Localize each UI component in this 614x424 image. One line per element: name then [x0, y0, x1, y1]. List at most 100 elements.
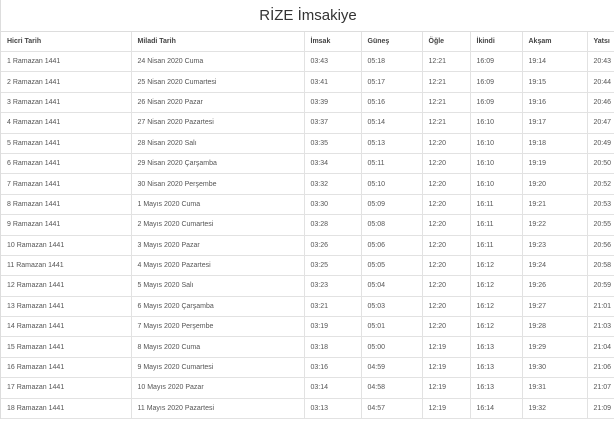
table-cell: 27 Nisan 2020 Pazartesi — [130, 112, 305, 134]
table-cell: 05:08 — [360, 214, 423, 236]
table-cell: 9 Mayıs 2020 Cumartesi — [130, 356, 305, 379]
table-cell: 8 Mayıs 2020 Cuma — [130, 336, 305, 358]
table-cell: 03:23 — [303, 275, 362, 297]
table-header-row: Hicri Tarih Miladi Tarih İmsak Güneş Öğle İki… — [1, 32, 614, 52]
table-cell: 20:47 — [586, 112, 614, 134]
table-cell: 1 Mayıs 2020 Cuma — [130, 193, 305, 216]
table-cell: 21:09 — [586, 397, 614, 420]
table-cell: 20:49 — [586, 132, 614, 154]
table-cell: 26 Nisan 2020 Pazar — [130, 91, 305, 114]
table-cell: 03:32 — [303, 173, 362, 195]
table-cell: 13 Ramazan 1441 — [1, 295, 132, 318]
table-cell: 05:01 — [360, 316, 423, 338]
column-header: Güneş — [360, 32, 423, 52]
table-cell: 03:14 — [303, 377, 362, 399]
column-header: Yatsı — [586, 32, 614, 52]
table-cell: 20:59 — [586, 275, 614, 297]
table-cell: 03:41 — [303, 71, 362, 93]
table-cell: 6 Ramazan 1441 — [1, 152, 132, 175]
table-cell: 19:21 — [521, 193, 588, 216]
table-cell: 2 Ramazan 1441 — [1, 71, 132, 93]
table-cell: 3 Ramazan 1441 — [1, 91, 132, 114]
column-header: Öğle — [421, 32, 471, 52]
table-cell: 05:04 — [360, 275, 423, 297]
table-cell: 19:29 — [521, 336, 588, 358]
table-cell: 10 Ramazan 1441 — [1, 234, 132, 256]
table-cell: 03:35 — [303, 132, 362, 154]
page-title: RİZE İmsakiye — [1, 0, 614, 32]
table-cell: 03:25 — [303, 254, 362, 277]
table-cell: 4 Ramazan 1441 — [1, 112, 132, 134]
table-cell: 05:14 — [360, 112, 423, 134]
table-cell: 21:07 — [586, 377, 614, 399]
table-cell: 9 Ramazan 1441 — [1, 214, 132, 236]
table-cell: 03:16 — [303, 356, 362, 379]
table-cell: 12:20 — [421, 234, 471, 256]
table-cell: 20:58 — [586, 254, 614, 277]
table-cell: 19:23 — [521, 234, 588, 256]
table-cell: 19:17 — [521, 112, 588, 134]
table-cell: 03:13 — [303, 397, 362, 420]
table-cell: 05:00 — [360, 336, 423, 358]
table-cell: 8 Ramazan 1441 — [1, 193, 132, 216]
table-row: 17 Ramazan 1441 10 Mayıs 2020 Pazar 03:14 0… — [1, 377, 614, 399]
table-cell: 04:57 — [360, 397, 423, 420]
table-cell: 05:06 — [360, 234, 423, 256]
table-cell: 12:20 — [421, 193, 471, 216]
table-cell: 19:16 — [521, 91, 588, 114]
table-cell: 19:14 — [521, 50, 588, 73]
table-cell: 12:19 — [421, 397, 471, 420]
table-cell: 04:58 — [360, 377, 423, 399]
table-cell: 17 Ramazan 1441 — [1, 377, 132, 399]
table-row: 16 Ramazan 1441 9 Mayıs 2020 Cumartesi 03:… — [1, 356, 614, 379]
table-cell: 03:19 — [303, 316, 362, 338]
table-cell: 20:43 — [586, 50, 614, 73]
prayer-times-table: Hicri Tarih Miladi Tarih İmsak Güneş Öğle İki… — [1, 32, 614, 420]
table-cell: 19:19 — [521, 152, 588, 175]
table-cell: 19:32 — [521, 397, 588, 420]
column-header: Akşam — [521, 32, 588, 52]
table-cell: 10 Mayıs 2020 Pazar — [130, 377, 305, 399]
table-row: 10 Ramazan 1441 3 Mayıs 2020 Pazar 03:26 05… — [1, 234, 614, 256]
table-row: 4 Ramazan 1441 27 Nisan 2020 Pazartesi 03:… — [1, 112, 614, 134]
table-cell: 12:20 — [421, 295, 471, 318]
table-cell: 16:11 — [469, 234, 523, 256]
table-cell: 28 Nisan 2020 Salı — [130, 132, 305, 154]
table-row: 8 Ramazan 1441 1 Mayıs 2020 Cuma 03:30 05:0… — [1, 193, 614, 216]
table-cell: 16:10 — [469, 132, 523, 154]
table-cell: 16:09 — [469, 50, 523, 73]
table-cell: 16:10 — [469, 152, 523, 175]
table-cell: 12:21 — [421, 112, 471, 134]
table-row: 14 Ramazan 1441 7 Mayıs 2020 Perşembe 03:1… — [1, 316, 614, 338]
table-cell: 05:18 — [360, 50, 423, 73]
table-cell: 3 Mayıs 2020 Pazar — [130, 234, 305, 256]
table-cell: 03:21 — [303, 295, 362, 318]
table-cell: 6 Mayıs 2020 Çarşamba — [130, 295, 305, 318]
table-cell: 12:19 — [421, 336, 471, 358]
table-cell: 03:26 — [303, 234, 362, 256]
table-cell: 14 Ramazan 1441 — [1, 316, 132, 338]
table-cell: 20:53 — [586, 193, 614, 216]
table-cell: 19:20 — [521, 173, 588, 195]
table-row: 12 Ramazan 1441 5 Mayıs 2020 Salı 03:23 05:… — [1, 275, 614, 297]
table-row: 15 Ramazan 1441 8 Mayıs 2020 Cuma 03:18 05:… — [1, 336, 614, 358]
table-cell: 19:15 — [521, 71, 588, 93]
table-cell: 11 Mayıs 2020 Pazartesi — [130, 397, 305, 420]
table-cell: 20:56 — [586, 234, 614, 256]
table-cell: 05:13 — [360, 132, 423, 154]
table-cell: 16:10 — [469, 173, 523, 195]
table-cell: 16:09 — [469, 91, 523, 114]
table-cell: 12:20 — [421, 132, 471, 154]
table-cell: 16:09 — [469, 71, 523, 93]
table-cell: 12:20 — [421, 152, 471, 175]
table-cell: 12:21 — [421, 91, 471, 114]
table-cell: 12:19 — [421, 377, 471, 399]
table-cell: 04:59 — [360, 356, 423, 379]
table-cell: 19:18 — [521, 132, 588, 154]
table-cell: 19:28 — [521, 316, 588, 338]
table-cell: 12:21 — [421, 71, 471, 93]
table-cell: 24 Nisan 2020 Cuma — [130, 50, 305, 73]
table-cell: 05:09 — [360, 193, 423, 216]
table-cell: 2 Mayıs 2020 Cumartesi — [130, 214, 305, 236]
table-cell: 19:26 — [521, 275, 588, 297]
